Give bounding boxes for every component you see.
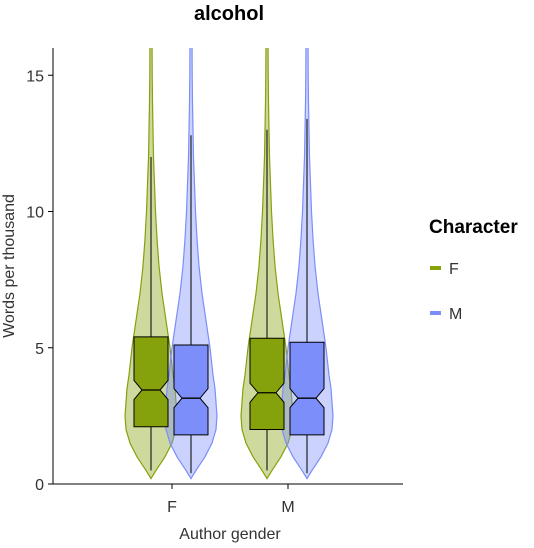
box-m-m (289, 341, 325, 436)
chart-title: alcohol (194, 3, 264, 25)
axes: 0 5 10 15 F M (26, 48, 403, 516)
box-f-f (133, 336, 169, 428)
y-tick-label-10: 10 (26, 205, 44, 222)
x-axis-label: Author gender (179, 526, 281, 543)
legend-label-m: M (449, 306, 462, 323)
x-tick-label-f: F (167, 499, 177, 516)
x-tick-label-m: M (281, 499, 294, 516)
legend-title: Character (429, 217, 518, 238)
y-axis-label: Words per thousand (1, 194, 18, 338)
y-tick-label-0: 0 (35, 477, 44, 494)
legend-label-f: F (449, 261, 459, 278)
y-tick-label-15: 15 (26, 68, 44, 85)
boxplots (133, 118, 325, 474)
box-f-m (249, 337, 285, 430)
box-m-f (173, 344, 209, 436)
y-tick-label-5: 5 (35, 341, 44, 358)
legend: Character F M (429, 217, 518, 323)
